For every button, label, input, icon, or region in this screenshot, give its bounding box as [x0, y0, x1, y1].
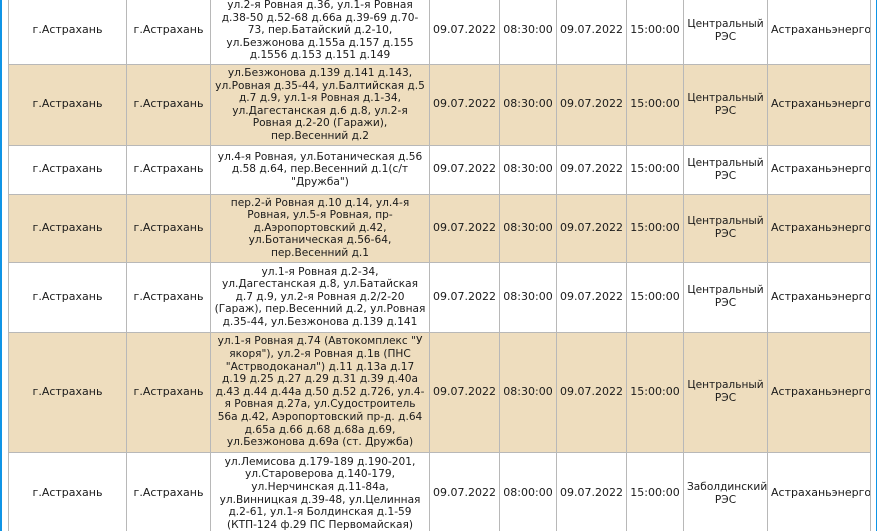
district-cell: г.Астрахань: [8, 193, 127, 263]
organization-cell: Астраханьэнерго: [767, 64, 871, 146]
start-time-cell: 08:30:00: [499, 193, 557, 263]
res-cell: Центральный РЭС: [683, 64, 768, 146]
res-cell: Центральный РЭС: [683, 331, 768, 453]
table-row: г.Астрахань г.Астрахань ул.1-я Ровная д.…: [8, 331, 871, 453]
locality-cell: г.Астрахань: [126, 0, 211, 65]
end-time-cell: 15:00:00: [626, 64, 684, 146]
organization-cell: Астраханьэнерго: [767, 331, 871, 453]
end-date-cell: 09.07.2022: [556, 193, 627, 263]
end-time-cell: 15:00:00: [626, 0, 684, 65]
table-row: г.Астрахань г.Астрахань пер.2-й Ровная д…: [8, 193, 871, 263]
end-date-cell: 09.07.2022: [556, 451, 627, 531]
address-cell: ул.Безжонова д.139 д.141 д.143, ул.Ровна…: [210, 64, 430, 146]
locality-cell: г.Астрахань: [126, 64, 211, 146]
locality-cell: г.Астрахань: [126, 451, 211, 531]
district-cell: г.Астрахань: [8, 144, 127, 195]
end-time-cell: 15:00:00: [626, 331, 684, 453]
end-time-cell: 15:00:00: [626, 451, 684, 531]
table-row: г.Астрахань г.Астрахань ул.Лемисова д.17…: [8, 451, 871, 531]
outage-schedule-table: г.Астрахань г.Астрахань ул.2-я Ровная д.…: [8, 0, 871, 531]
locality-cell: г.Астрахань: [126, 261, 211, 333]
table-body: г.Астрахань г.Астрахань ул.2-я Ровная д.…: [8, 0, 871, 531]
table-row: г.Астрахань г.Астрахань ул.4-я Ровная, у…: [8, 144, 871, 195]
table-row: г.Астрахань г.Астрахань ул.Безжонова д.1…: [8, 64, 871, 146]
end-date-cell: 09.07.2022: [556, 64, 627, 146]
organization-cell: Астраханьэнерго: [767, 144, 871, 195]
address-cell: ул.Лемисова д.179-189 д.190-201, ул.Стар…: [210, 451, 430, 531]
organization-cell: Астраханьэнерго: [767, 261, 871, 333]
district-cell: г.Астрахань: [8, 261, 127, 333]
table-row: г.Астрахань г.Астрахань ул.2-я Ровная д.…: [8, 0, 871, 65]
res-cell: Центральный РЭС: [683, 144, 768, 195]
address-cell: ул.2-я Ровная д.36, ул.1-я Ровная д.38-5…: [210, 0, 430, 65]
start-time-cell: 08:30:00: [499, 144, 557, 195]
address-cell: ул.1-я Ровная д.2-34, ул.Дагестанская д.…: [210, 261, 430, 333]
address-cell: пер.2-й Ровная д.10 д.14, ул.4-я Ровная,…: [210, 193, 430, 263]
end-time-cell: 15:00:00: [626, 144, 684, 195]
res-cell: Центральный РЭС: [683, 193, 768, 263]
end-date-cell: 09.07.2022: [556, 144, 627, 195]
table-row: г.Астрахань г.Астрахань ул.1-я Ровная д.…: [8, 261, 871, 333]
organization-cell: Астраханьэнерго: [767, 451, 871, 531]
start-time-cell: 08:00:00: [499, 451, 557, 531]
start-date-cell: 09.07.2022: [429, 64, 500, 146]
start-time-cell: 08:30:00: [499, 0, 557, 65]
start-date-cell: 09.07.2022: [429, 261, 500, 333]
start-date-cell: 09.07.2022: [429, 331, 500, 453]
district-cell: г.Астрахань: [8, 64, 127, 146]
res-cell: Заболдинский РЭС: [683, 451, 768, 531]
address-cell: ул.1-я Ровная д.74 (Автокомплекс "У якор…: [210, 331, 430, 453]
end-time-cell: 15:00:00: [626, 261, 684, 333]
locality-cell: г.Астрахань: [126, 331, 211, 453]
start-time-cell: 08:30:00: [499, 64, 557, 146]
organization-cell: Астраханьэнерго: [767, 0, 871, 65]
res-cell: Центральный РЭС: [683, 261, 768, 333]
district-cell: г.Астрахань: [8, 0, 127, 65]
res-cell: Центральный РЭС: [683, 0, 768, 65]
end-date-cell: 09.07.2022: [556, 0, 627, 65]
end-date-cell: 09.07.2022: [556, 261, 627, 333]
start-date-cell: 09.07.2022: [429, 144, 500, 195]
end-time-cell: 15:00:00: [626, 193, 684, 263]
start-date-cell: 09.07.2022: [429, 193, 500, 263]
locality-cell: г.Астрахань: [126, 144, 211, 195]
start-date-cell: 09.07.2022: [429, 0, 500, 65]
locality-cell: г.Астрахань: [126, 193, 211, 263]
start-time-cell: 08:30:00: [499, 331, 557, 453]
district-cell: г.Астрахань: [8, 331, 127, 453]
organization-cell: Астраханьэнерго: [767, 193, 871, 263]
address-cell: ул.4-я Ровная, ул.Ботаническая д.56 д.58…: [210, 144, 430, 195]
start-time-cell: 08:30:00: [499, 261, 557, 333]
start-date-cell: 09.07.2022: [429, 451, 500, 531]
district-cell: г.Астрахань: [8, 451, 127, 531]
end-date-cell: 09.07.2022: [556, 331, 627, 453]
